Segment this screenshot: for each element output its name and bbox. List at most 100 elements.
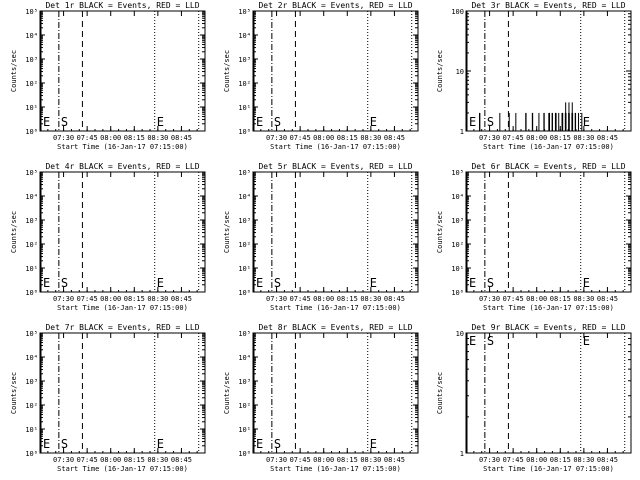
x-tick-label: 08:30 [147,134,168,142]
x-tick-label: 08:00 [313,134,334,142]
x-tick-label: 07:30 [53,295,74,303]
y-tick-label: 10³ [25,378,38,386]
y-axis-label: Counts/sec [223,211,231,253]
x-tick-label: 08:00 [100,456,121,464]
detector-panel-2: Det 2r BLACK = Events, RED = LLD Counts/s… [223,1,419,151]
panel-title: Det 1r BLACK = Events, RED = LLD [45,1,199,10]
y-tick-label: 1 [460,450,464,458]
x-tick-label: 07:30 [479,134,500,142]
x-tick-label: 07:30 [53,134,74,142]
y-tick-label: 10¹ [25,265,38,273]
event-marker-label: S [274,115,281,129]
x-tick-label: 08:30 [573,295,594,303]
event-marker-label: E [583,115,590,129]
y-tick-label: 10³ [238,56,251,64]
y-tick-label: 10⁵ [25,8,38,16]
event-marker-label: E [583,276,590,290]
x-axis-label: Start Time (16-Jan-17 07:15:00) [270,465,401,473]
event-marker-label: S [274,437,281,451]
x-tick-label: 08:30 [360,134,381,142]
x-axis-label: Start Time (16-Jan-17 07:15:00) [270,304,401,312]
x-tick-label: 07:45 [290,134,311,142]
detector-panel-3: Det 3r BLACK = Events, RED = LLD Counts/s… [436,1,632,151]
y-tick-label: 10³ [25,56,38,64]
x-axis-label: Start Time (16-Jan-17 07:15:00) [483,465,614,473]
event-marker-label: E [157,437,164,451]
panel-title: Det 5r BLACK = Events, RED = LLD [258,162,412,171]
x-tick-label: 07:30 [479,456,500,464]
x-tick-label: 07:45 [77,456,98,464]
event-marker-label: E [370,437,377,451]
plot-frame [465,171,632,293]
x-tick-label: 07:45 [290,295,311,303]
x-tick-label: 07:30 [53,456,74,464]
y-tick-label: 10⁵ [238,169,251,177]
y-axis-label: Counts/sec [10,50,18,92]
event-marker-label: S [274,276,281,290]
x-tick-label: 08:15 [337,134,358,142]
y-tick-label: 10⁰ [25,289,38,297]
detector-panel-8: Det 8r BLACK = Events, RED = LLD Counts/s… [223,323,419,473]
x-tick-label: 08:00 [526,456,547,464]
x-tick-label: 08:30 [573,456,594,464]
detector-panel-6: Det 6r BLACK = Events, RED = LLD Counts/s… [436,162,632,312]
event-marker-label: E [370,276,377,290]
x-axis-label: Start Time (16-Jan-17 07:15:00) [57,465,188,473]
detector-panel-5: Det 5r BLACK = Events, RED = LLD Counts/s… [223,162,419,312]
x-tick-label: 07:30 [266,456,287,464]
x-tick-label: 07:45 [290,456,311,464]
y-axis-label: Counts/sec [223,372,231,414]
x-tick-label: 08:30 [360,456,381,464]
x-tick-label: 08:30 [573,134,594,142]
y-tick-label: 10³ [451,217,464,225]
x-tick-label: 07:45 [77,295,98,303]
x-tick-label: 08:15 [550,456,571,464]
y-axis-label: Counts/sec [436,372,444,414]
y-tick-label: 10² [25,241,38,249]
y-tick-label: 10⁵ [238,330,251,338]
x-tick-label: 07:30 [266,134,287,142]
panel-title: Det 2r BLACK = Events, RED = LLD [258,1,412,10]
x-tick-label: 08:00 [100,134,121,142]
y-tick-label: 10⁰ [238,128,251,136]
event-marker-label: E [256,115,263,129]
y-tick-label: 10⁰ [25,128,38,136]
x-tick-label: 08:45 [384,134,405,142]
y-tick-label: 10 [456,330,464,338]
plot-frame [252,171,419,293]
event-marker-label: E [43,276,50,290]
y-tick-label: 10² [25,80,38,88]
y-tick-label: 10⁴ [25,354,38,362]
x-tick-label: 08:30 [147,295,168,303]
y-tick-label: 10² [238,80,251,88]
x-axis-label: Start Time (16-Jan-17 07:15:00) [57,304,188,312]
detector-panel-9: Det 9r BLACK = Events, RED = LLD Counts/s… [436,323,632,473]
x-tick-label: 07:30 [479,295,500,303]
plot-frame [252,332,419,454]
x-tick-label: 08:15 [124,134,145,142]
y-tick-label: 10² [451,241,464,249]
x-tick-label: 08:00 [526,134,547,142]
x-tick-label: 08:45 [171,456,192,464]
panel-title: Det 6r BLACK = Events, RED = LLD [471,162,625,171]
event-marker-label: S [487,115,494,129]
x-axis-label: Start Time (16-Jan-17 07:15:00) [483,143,614,151]
x-tick-label: 08:00 [313,456,334,464]
x-tick-label: 08:15 [337,295,358,303]
event-marker-label: E [157,276,164,290]
x-tick-label: 08:15 [550,134,571,142]
plot-frame [252,10,419,132]
y-tick-label: 10⁴ [25,32,38,40]
y-tick-label: 10³ [25,217,38,225]
event-marker-label: E [469,334,476,348]
y-tick-label: 10⁴ [25,193,38,201]
y-axis-label: Counts/sec [223,50,231,92]
x-tick-label: 07:45 [503,134,524,142]
x-tick-label: 08:00 [100,295,121,303]
x-tick-label: 08:15 [124,295,145,303]
x-tick-label: 08:45 [597,134,618,142]
y-axis-label: Counts/sec [10,211,18,253]
x-tick-label: 08:00 [526,295,547,303]
x-tick-label: 08:45 [171,295,192,303]
